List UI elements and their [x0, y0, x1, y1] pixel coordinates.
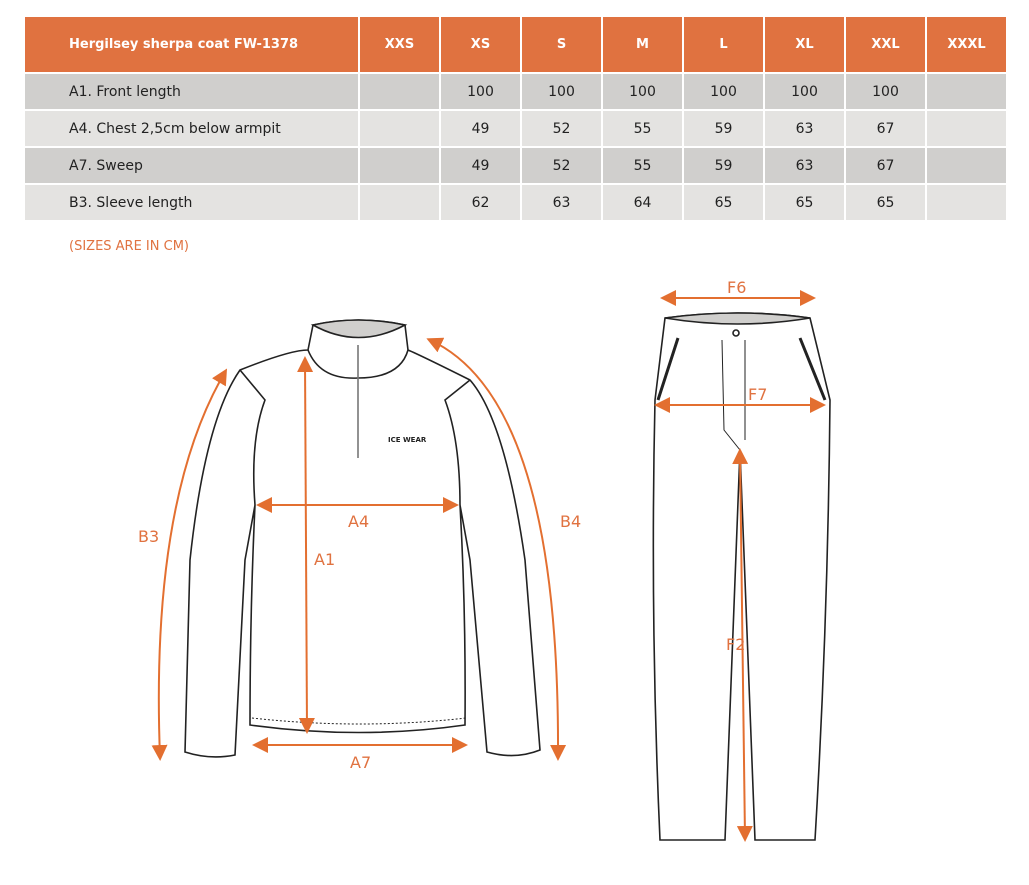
size-value [927, 148, 1006, 183]
arrow-b4 [426, 337, 567, 761]
size-header: XS [441, 17, 520, 72]
size-header: L [684, 17, 763, 72]
table-row: A4. Chest 2,5cm below armpit 49 52 55 59 63 67 [25, 111, 1006, 146]
size-value: 49 [441, 111, 520, 146]
arrow-f2 [732, 448, 753, 842]
size-header: S [522, 17, 601, 72]
size-value: 100 [765, 74, 844, 109]
size-value: 100 [684, 74, 763, 109]
measurement-label: B3. Sleeve length [25, 185, 358, 220]
size-value: 62 [441, 185, 520, 220]
arrow-b3 [151, 368, 228, 761]
size-value: 55 [603, 148, 682, 183]
size-header: XXXL [927, 17, 1006, 72]
size-value: 63 [522, 185, 601, 220]
label-f6: F6 [727, 278, 746, 297]
size-value: 63 [765, 111, 844, 146]
size-value: 59 [684, 148, 763, 183]
label-f7: F7 [748, 385, 767, 404]
size-value: 52 [522, 111, 601, 146]
size-value: 67 [846, 111, 925, 146]
arrow-a1 [297, 356, 315, 734]
size-value: 65 [684, 185, 763, 220]
size-header: XXS [360, 17, 439, 72]
measurement-label: A7. Sweep [25, 148, 358, 183]
measurement-arrows [151, 290, 826, 842]
size-value [360, 185, 439, 220]
size-value: 100 [603, 74, 682, 109]
size-value: 100 [846, 74, 925, 109]
size-value [927, 185, 1006, 220]
size-value: 100 [522, 74, 601, 109]
label-b4: B4 [560, 512, 581, 531]
size-header: M [603, 17, 682, 72]
logo: ICE WEAR [388, 436, 427, 444]
size-value [927, 111, 1006, 146]
table-title: Hergilsey sherpa coat FW-1378 [25, 17, 358, 72]
size-value: 59 [684, 111, 763, 146]
label-a4: A4 [348, 512, 369, 531]
size-value: 65 [846, 185, 925, 220]
table-row: A7. Sweep 49 52 55 59 63 67 [25, 148, 1006, 183]
size-value: 67 [846, 148, 925, 183]
units-note: (SIZES ARE IN CM) [69, 239, 189, 254]
measurement-label: A1. Front length [25, 74, 358, 109]
size-value: 49 [441, 148, 520, 183]
size-header: XXL [846, 17, 925, 72]
size-table: Hergilsey sherpa coat FW-1378 XXS XS S M L XL X… [23, 15, 1008, 222]
size-value: 52 [522, 148, 601, 183]
table-row: A1. Front length 100 100 100 100 100 100 [25, 74, 1006, 109]
size-value [360, 111, 439, 146]
jacket-drawing [184, 319, 541, 758]
label-a7: A7 [350, 753, 371, 772]
table-row: B3. Sleeve length 62 63 64 65 65 65 [25, 185, 1006, 220]
size-value [360, 74, 439, 109]
size-value: 64 [603, 185, 682, 220]
size-value: 63 [765, 148, 844, 183]
size-value: 65 [765, 185, 844, 220]
size-value [927, 74, 1006, 109]
label-b3: B3 [138, 527, 159, 546]
size-value [360, 148, 439, 183]
size-value: 55 [603, 111, 682, 146]
label-f2: F2 [726, 635, 745, 654]
label-a1: A1 [314, 550, 335, 569]
measurement-label: A4. Chest 2,5cm below armpit [25, 111, 358, 146]
size-header: XL [765, 17, 844, 72]
pants-drawing [652, 312, 831, 841]
size-value: 100 [441, 74, 520, 109]
